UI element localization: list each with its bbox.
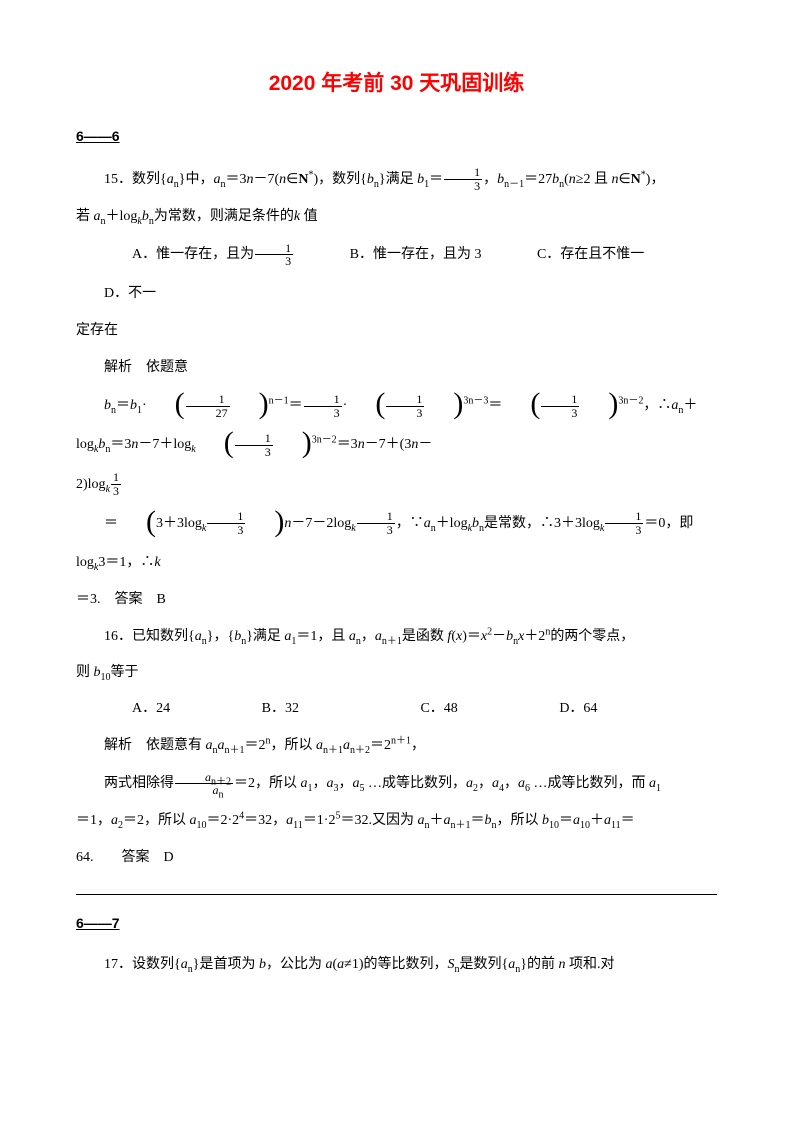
q15-work-line2: 2)logk13 [76, 465, 717, 504]
q15-work-line1: bn＝b1·(127)n－1＝13·(13)3n－3＝(13)3n－2，∴an＋… [76, 386, 717, 464]
q15-opt-d: D．不一 [76, 274, 156, 313]
q17-number: 17． [104, 957, 132, 972]
q17-stem: 17．设数列{an}是首项为 b，公比为 a(a≠1)的等比数列，Sn是数列{a… [76, 947, 717, 983]
q15-answer: ＝3. 答案 B [76, 582, 717, 618]
q16-answer: 64. 答案 D [76, 840, 717, 876]
q16-opt-a: A．24 [104, 691, 170, 727]
q15-opt-a: A．惟一存在，且为13 [104, 235, 294, 274]
divider [76, 894, 717, 895]
q16-work-line2: ＝1，a2＝2，所以 a10＝2·24＝32，a11＝1·25＝32.又因为 a… [76, 803, 717, 839]
q16-opt-d: D．64 [531, 691, 597, 727]
section-6-6: 6——6 [76, 122, 717, 150]
q16-number: 16． [104, 629, 132, 644]
page: 2020 年考前 30 天巩固训练 6——6 15．数列{an}中，an＝3n－… [0, 0, 793, 1043]
q15-opt-c: C．存在且不惟一 [509, 235, 644, 274]
q15-stem-line2: 若 an＋logkbn为常数，则满足条件的k 值 [76, 199, 717, 235]
q16-options: A．24 B．32 C．48 D．64 [76, 691, 717, 727]
q16-stem-line1: 16．已知数列{an}，{bn}满足 a1＝1，且 an，an＋1是函数 f(x… [76, 619, 717, 655]
q15-opt-b: B．惟一存在，且为 3 [322, 235, 482, 274]
page-title: 2020 年考前 30 天巩固训练 [76, 68, 717, 100]
q15-opt-d-cont: 定存在 [76, 313, 717, 349]
q16-opt-b: B．32 [234, 691, 299, 727]
q16-work-line1: 两式相除得an＋2an＝2，所以 a1，a3，a5 …成等比数列，a2，a4，a… [76, 764, 717, 803]
q16-stem-line2: 则 b10等于 [76, 655, 717, 691]
q15-analysis-label: 解析 依题意 [76, 350, 717, 386]
q15-work-line3: ＝(3＋3logk13)n－7－2logk13，∵an＋logkbn是常数，∴3… [76, 504, 717, 582]
q16-analysis: 解析 依题意有 anan＋1＝2n，所以 an＋1an＋2＝2n＋1， [76, 728, 717, 764]
frac-1-3: 13 [444, 166, 482, 192]
q15-number: 15． [104, 172, 132, 187]
q15-stem-line1: 15．数列{an}中，an＝3n－7(n∈N*)，数列{bn}满足 b1＝13，… [76, 160, 717, 199]
q15-options: A．惟一存在，且为13 B．惟一存在，且为 3 C．存在且不惟一 D．不一 [76, 235, 717, 313]
section-6-7: 6——7 [76, 909, 717, 937]
q16-opt-c: C．48 [392, 691, 457, 727]
frac-anp2-an: an＋2an [175, 771, 233, 797]
